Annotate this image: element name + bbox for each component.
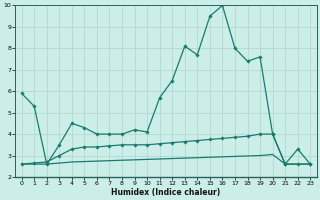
X-axis label: Humidex (Indice chaleur): Humidex (Indice chaleur) <box>111 188 220 197</box>
